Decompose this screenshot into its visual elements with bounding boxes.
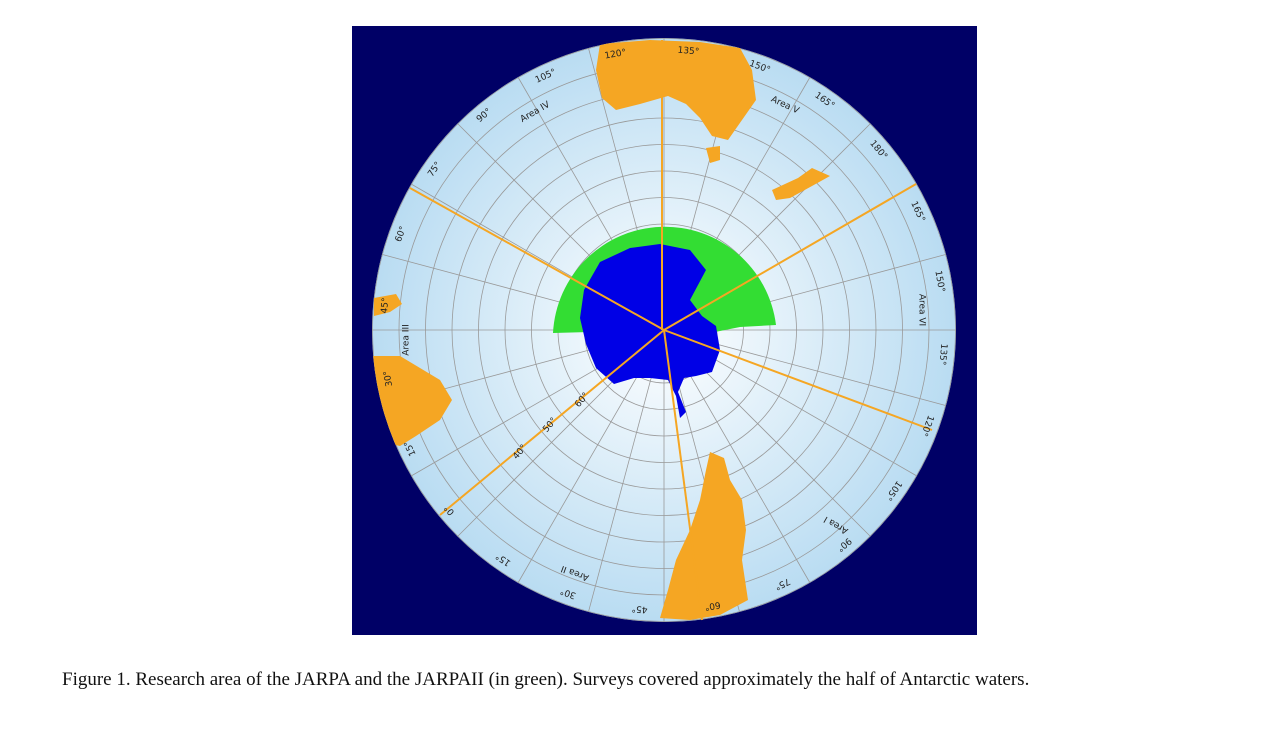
rim-label: 120° — [604, 48, 627, 62]
rim-label: 60° — [704, 599, 721, 612]
australia — [596, 40, 756, 140]
figure-caption: Figure 1. Research area of the JARPA and… — [62, 669, 1030, 690]
tasmania — [706, 146, 720, 163]
map-figure: Area IV Area V Area VI Area I Area II Ar… — [352, 26, 977, 635]
boundary-line — [439, 329, 665, 516]
boundary-line — [663, 183, 917, 331]
rim-label: 135° — [936, 343, 948, 365]
rim-label: 150° — [932, 270, 946, 293]
new-zealand — [772, 168, 830, 200]
area-boundaries — [409, 40, 933, 621]
south-america — [660, 452, 748, 620]
madagascar — [374, 294, 402, 316]
boundary-line — [663, 329, 933, 431]
rim-label: 135° — [677, 46, 699, 58]
area-label: Area III — [402, 324, 412, 356]
area-label: Area VI — [917, 294, 927, 326]
rim-label: 45° — [380, 297, 391, 314]
rim-label: 30° — [382, 370, 395, 387]
continents — [372, 40, 830, 620]
antarctica — [580, 244, 720, 418]
rim-label: 45° — [631, 603, 648, 614]
boundary-line — [409, 187, 665, 331]
boundary-line — [663, 329, 703, 621]
africa — [372, 356, 452, 446]
